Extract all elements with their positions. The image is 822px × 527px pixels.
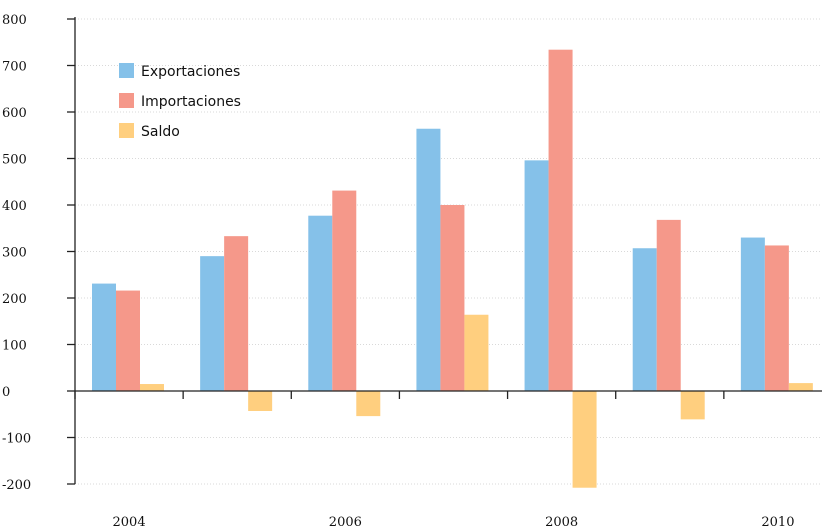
bar-exportaciones-2009 <box>632 248 657 391</box>
x-tick-label: 2004 <box>113 515 146 527</box>
y-tick-label: 700 <box>2 60 27 75</box>
bar-importaciones-2009 <box>656 219 681 391</box>
bar-saldo-2005 <box>248 391 273 411</box>
bar-exportaciones-2004 <box>92 283 116 391</box>
legend: Exportaciones Importaciones Saldo <box>119 63 241 140</box>
axes: -200 -100 0 100 200 300 400 500 600 700 800 2004 200… <box>2 13 822 527</box>
bar-saldo-2008 <box>572 391 597 488</box>
legend-swatch-exportaciones <box>119 63 134 78</box>
bar-saldo-2006 <box>356 391 381 417</box>
y-tick-label: -100 <box>2 432 31 447</box>
bar-importaciones-2010 <box>764 245 789 391</box>
bar-exportaciones-2005 <box>200 256 225 391</box>
bar-importaciones-2008 <box>548 49 573 391</box>
y-tick-label: 100 <box>2 339 27 354</box>
bar-saldo-2010 <box>788 383 813 391</box>
y-tick-label: 600 <box>2 106 27 121</box>
bar-importaciones-2007 <box>440 205 465 391</box>
bar-exportaciones-2007 <box>416 128 441 392</box>
y-tick-label: 0 <box>2 385 10 400</box>
y-tick-label: 200 <box>2 292 27 307</box>
x-tick-label: 2006 <box>329 515 362 527</box>
bar-exportaciones-2006 <box>308 215 333 391</box>
legend-swatch-saldo <box>119 123 134 138</box>
x-tick-label: 2010 <box>761 515 794 527</box>
bar-importaciones-2006 <box>332 190 357 391</box>
x-tick-label: 2008 <box>545 515 578 527</box>
y-tick-label: 300 <box>2 246 27 261</box>
bar-exportaciones-2010 <box>740 237 765 391</box>
legend-label-importaciones: Importaciones <box>141 94 241 110</box>
y-tick-label: 800 <box>2 13 27 28</box>
legend-swatch-importaciones <box>119 93 134 108</box>
bar-saldo-2004 <box>140 384 164 391</box>
bar-importaciones-2005 <box>224 236 249 391</box>
bar-saldo-2007 <box>464 314 489 391</box>
bar-saldo-2009 <box>680 391 705 420</box>
bar-exportaciones-2008 <box>524 160 549 391</box>
y-tick-label: 500 <box>2 153 27 168</box>
y-tick-label: -200 <box>2 478 31 493</box>
bars <box>92 49 813 488</box>
legend-label-saldo: Saldo <box>141 124 180 140</box>
bar-importaciones-2004 <box>116 290 140 391</box>
y-tick-label: 400 <box>2 199 27 214</box>
legend-label-exportaciones: Exportaciones <box>141 64 240 80</box>
